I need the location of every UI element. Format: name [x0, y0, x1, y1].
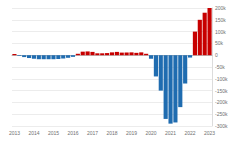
svg-text:150k: 150k	[215, 17, 226, 23]
svg-text:-250k: -250k	[215, 111, 228, 117]
svg-text:50k: 50k	[215, 40, 224, 46]
svg-text:2018: 2018	[106, 130, 117, 136]
svg-text:-200k: -200k	[215, 99, 228, 105]
svg-text:2020: 2020	[145, 130, 156, 136]
svg-text:-300k: -300k	[215, 123, 228, 129]
svg-text:2015: 2015	[48, 130, 59, 136]
svg-text:2022: 2022	[184, 130, 195, 136]
svg-text:200k: 200k	[215, 5, 226, 11]
svg-text:0: 0	[215, 52, 218, 58]
svg-text:-100k: -100k	[215, 76, 228, 82]
svg-text:-50k: -50k	[215, 64, 225, 70]
svg-text:2016: 2016	[67, 130, 78, 136]
svg-text:2021: 2021	[165, 130, 176, 136]
svg-text:2014: 2014	[28, 130, 39, 136]
svg-text:-150k: -150k	[215, 88, 228, 94]
svg-text:2013: 2013	[9, 130, 20, 136]
svg-text:100k: 100k	[215, 29, 226, 35]
svg-text:2017: 2017	[87, 130, 98, 136]
svg-text:2019: 2019	[126, 130, 137, 136]
svg-text:2023: 2023	[204, 130, 215, 136]
